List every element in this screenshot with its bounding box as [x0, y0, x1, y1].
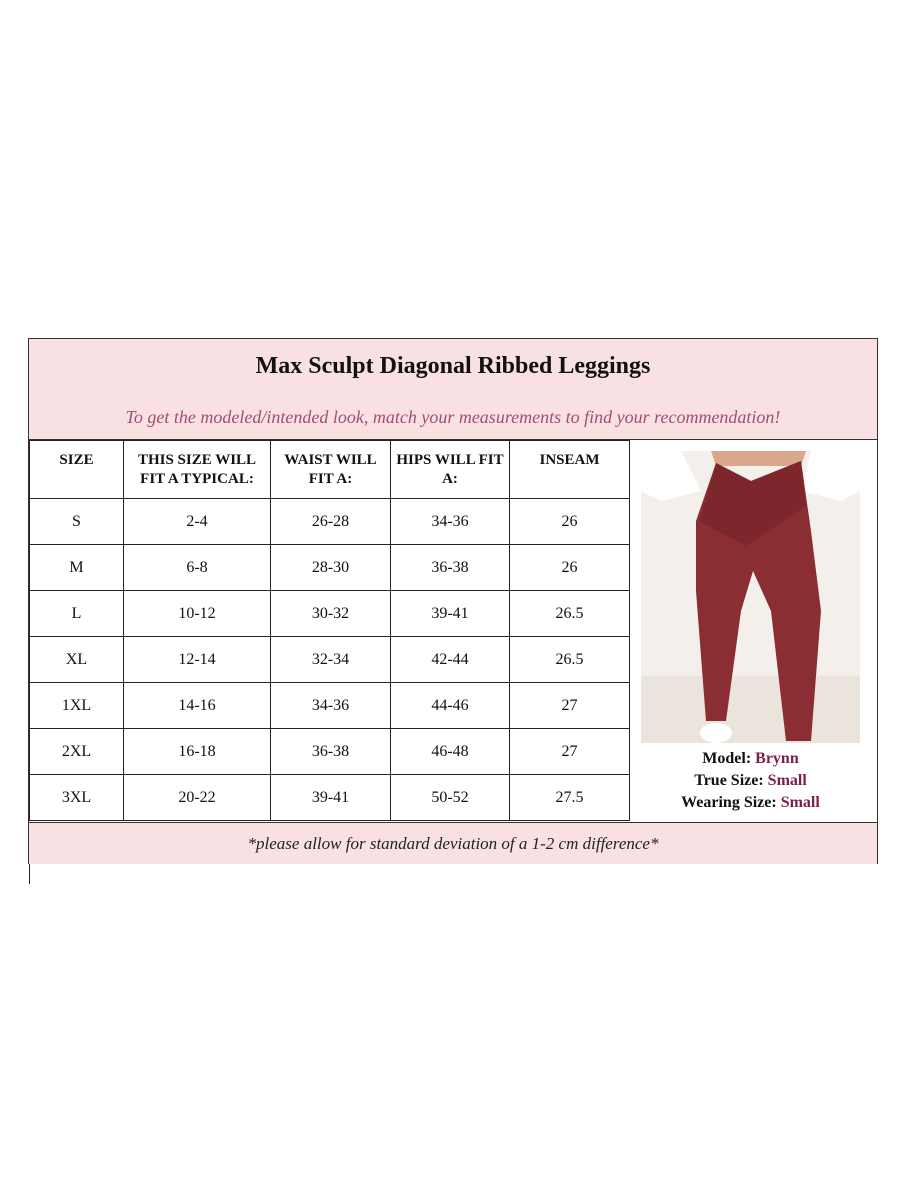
- table-cell: 44-46: [390, 682, 510, 729]
- model-panel: Model: Brynn True Size: Small Wearing Si…: [624, 440, 877, 822]
- column-header: SIZE: [29, 440, 124, 499]
- table-cell: 27: [509, 682, 630, 729]
- column-header: HIPS WILL FIT A:: [390, 440, 510, 499]
- chart-title: Max Sculpt Diagonal Ribbed Leggings: [255, 353, 651, 379]
- size-chart: Max Sculpt Diagonal Ribbed Leggings To g…: [28, 338, 878, 864]
- table-cell: M: [29, 544, 124, 591]
- table-cell: 36-38: [270, 728, 391, 775]
- table-row: 3XL 20-22 39-41 50-52 27.5: [29, 774, 630, 821]
- table-row: XL 12-14 32-34 42-44 26.5: [29, 636, 630, 683]
- chart-header: Max Sculpt Diagonal Ribbed Leggings To g…: [29, 339, 877, 440]
- table-cell: 26: [509, 498, 630, 545]
- table-cell: 27: [509, 728, 630, 775]
- model-name: Brynn: [755, 750, 799, 767]
- table-cell: 46-48: [390, 728, 510, 775]
- table-cell: 36-38: [390, 544, 510, 591]
- table-cell: 50-52: [390, 774, 510, 821]
- table-cell: 26.5: [509, 636, 630, 683]
- table-cell: 3XL: [29, 774, 124, 821]
- table-row: M 6-8 28-30 36-38 26: [29, 544, 630, 591]
- chart-subtitle: To get the modeled/intended look, match …: [125, 407, 781, 427]
- table-row: S 2-4 26-28 34-36 26: [29, 498, 630, 545]
- table-cell: 20-22: [123, 774, 271, 821]
- table-cell: 39-41: [390, 590, 510, 637]
- table-row: L 10-12 30-32 39-41 26.5: [29, 590, 630, 637]
- column-header: INSEAM: [509, 440, 630, 499]
- model-label: Model:: [702, 750, 752, 767]
- table-cell: 12-14: [123, 636, 271, 683]
- table-cell: L: [29, 590, 124, 637]
- table-cell: 26-28: [270, 498, 391, 545]
- text-cursor: [29, 864, 30, 884]
- table-cell: 34-36: [390, 498, 510, 545]
- column-header: THIS SIZE WILL FIT A TYPICAL:: [123, 440, 271, 499]
- column-header: WAIST WILL FIT A:: [270, 440, 391, 499]
- table-cell: 39-41: [270, 774, 391, 821]
- table-cell: 16-18: [123, 728, 271, 775]
- wearing-size-label: Wearing Size:: [681, 794, 777, 811]
- true-size-value: Small: [767, 772, 807, 789]
- table-cell: 42-44: [390, 636, 510, 683]
- model-info: Model: Brynn True Size: Small Wearing Si…: [624, 748, 877, 814]
- table-cell: 26.5: [509, 590, 630, 637]
- table-cell: XL: [29, 636, 124, 683]
- table-cell: 2XL: [29, 728, 124, 775]
- true-size-label: True Size:: [694, 772, 764, 789]
- table-cell: 14-16: [123, 682, 271, 729]
- table-cell: 10-12: [123, 590, 271, 637]
- table-cell: 34-36: [270, 682, 391, 729]
- table-cell: 6-8: [123, 544, 271, 591]
- table-cell: 28-30: [270, 544, 391, 591]
- table-cell: 30-32: [270, 590, 391, 637]
- wearing-size-value: Small: [780, 794, 820, 811]
- table-cell: 2-4: [123, 498, 271, 545]
- table-cell: 1XL: [29, 682, 124, 729]
- size-table: SIZE THIS SIZE WILL FIT A TYPICAL: WAIST W…: [29, 440, 630, 821]
- table-cell: 26: [509, 544, 630, 591]
- table-cell: 27.5: [509, 774, 630, 821]
- table-cell: 32-34: [270, 636, 391, 683]
- table-row: 1XL 14-16 34-36 44-46 27: [29, 682, 630, 729]
- table-row: 2XL 16-18 36-38 46-48 27: [29, 728, 630, 775]
- footer-note: *please allow for standard deviation of …: [29, 822, 877, 864]
- table-cell: S: [29, 498, 124, 545]
- model-photo: [641, 451, 860, 743]
